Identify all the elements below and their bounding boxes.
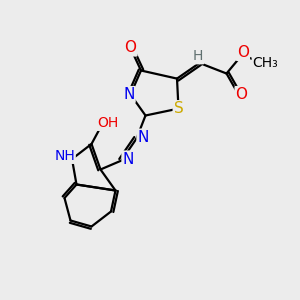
- Text: S: S: [174, 101, 183, 116]
- Text: CH₃: CH₃: [253, 56, 278, 70]
- Text: N: N: [122, 152, 134, 166]
- Text: O: O: [124, 40, 136, 56]
- Text: NH: NH: [54, 149, 75, 163]
- Text: O: O: [237, 45, 249, 60]
- Text: H: H: [193, 50, 203, 63]
- Text: OH: OH: [98, 116, 118, 130]
- Text: O: O: [236, 87, 247, 102]
- Text: N: N: [137, 130, 149, 145]
- Text: N: N: [123, 87, 135, 102]
